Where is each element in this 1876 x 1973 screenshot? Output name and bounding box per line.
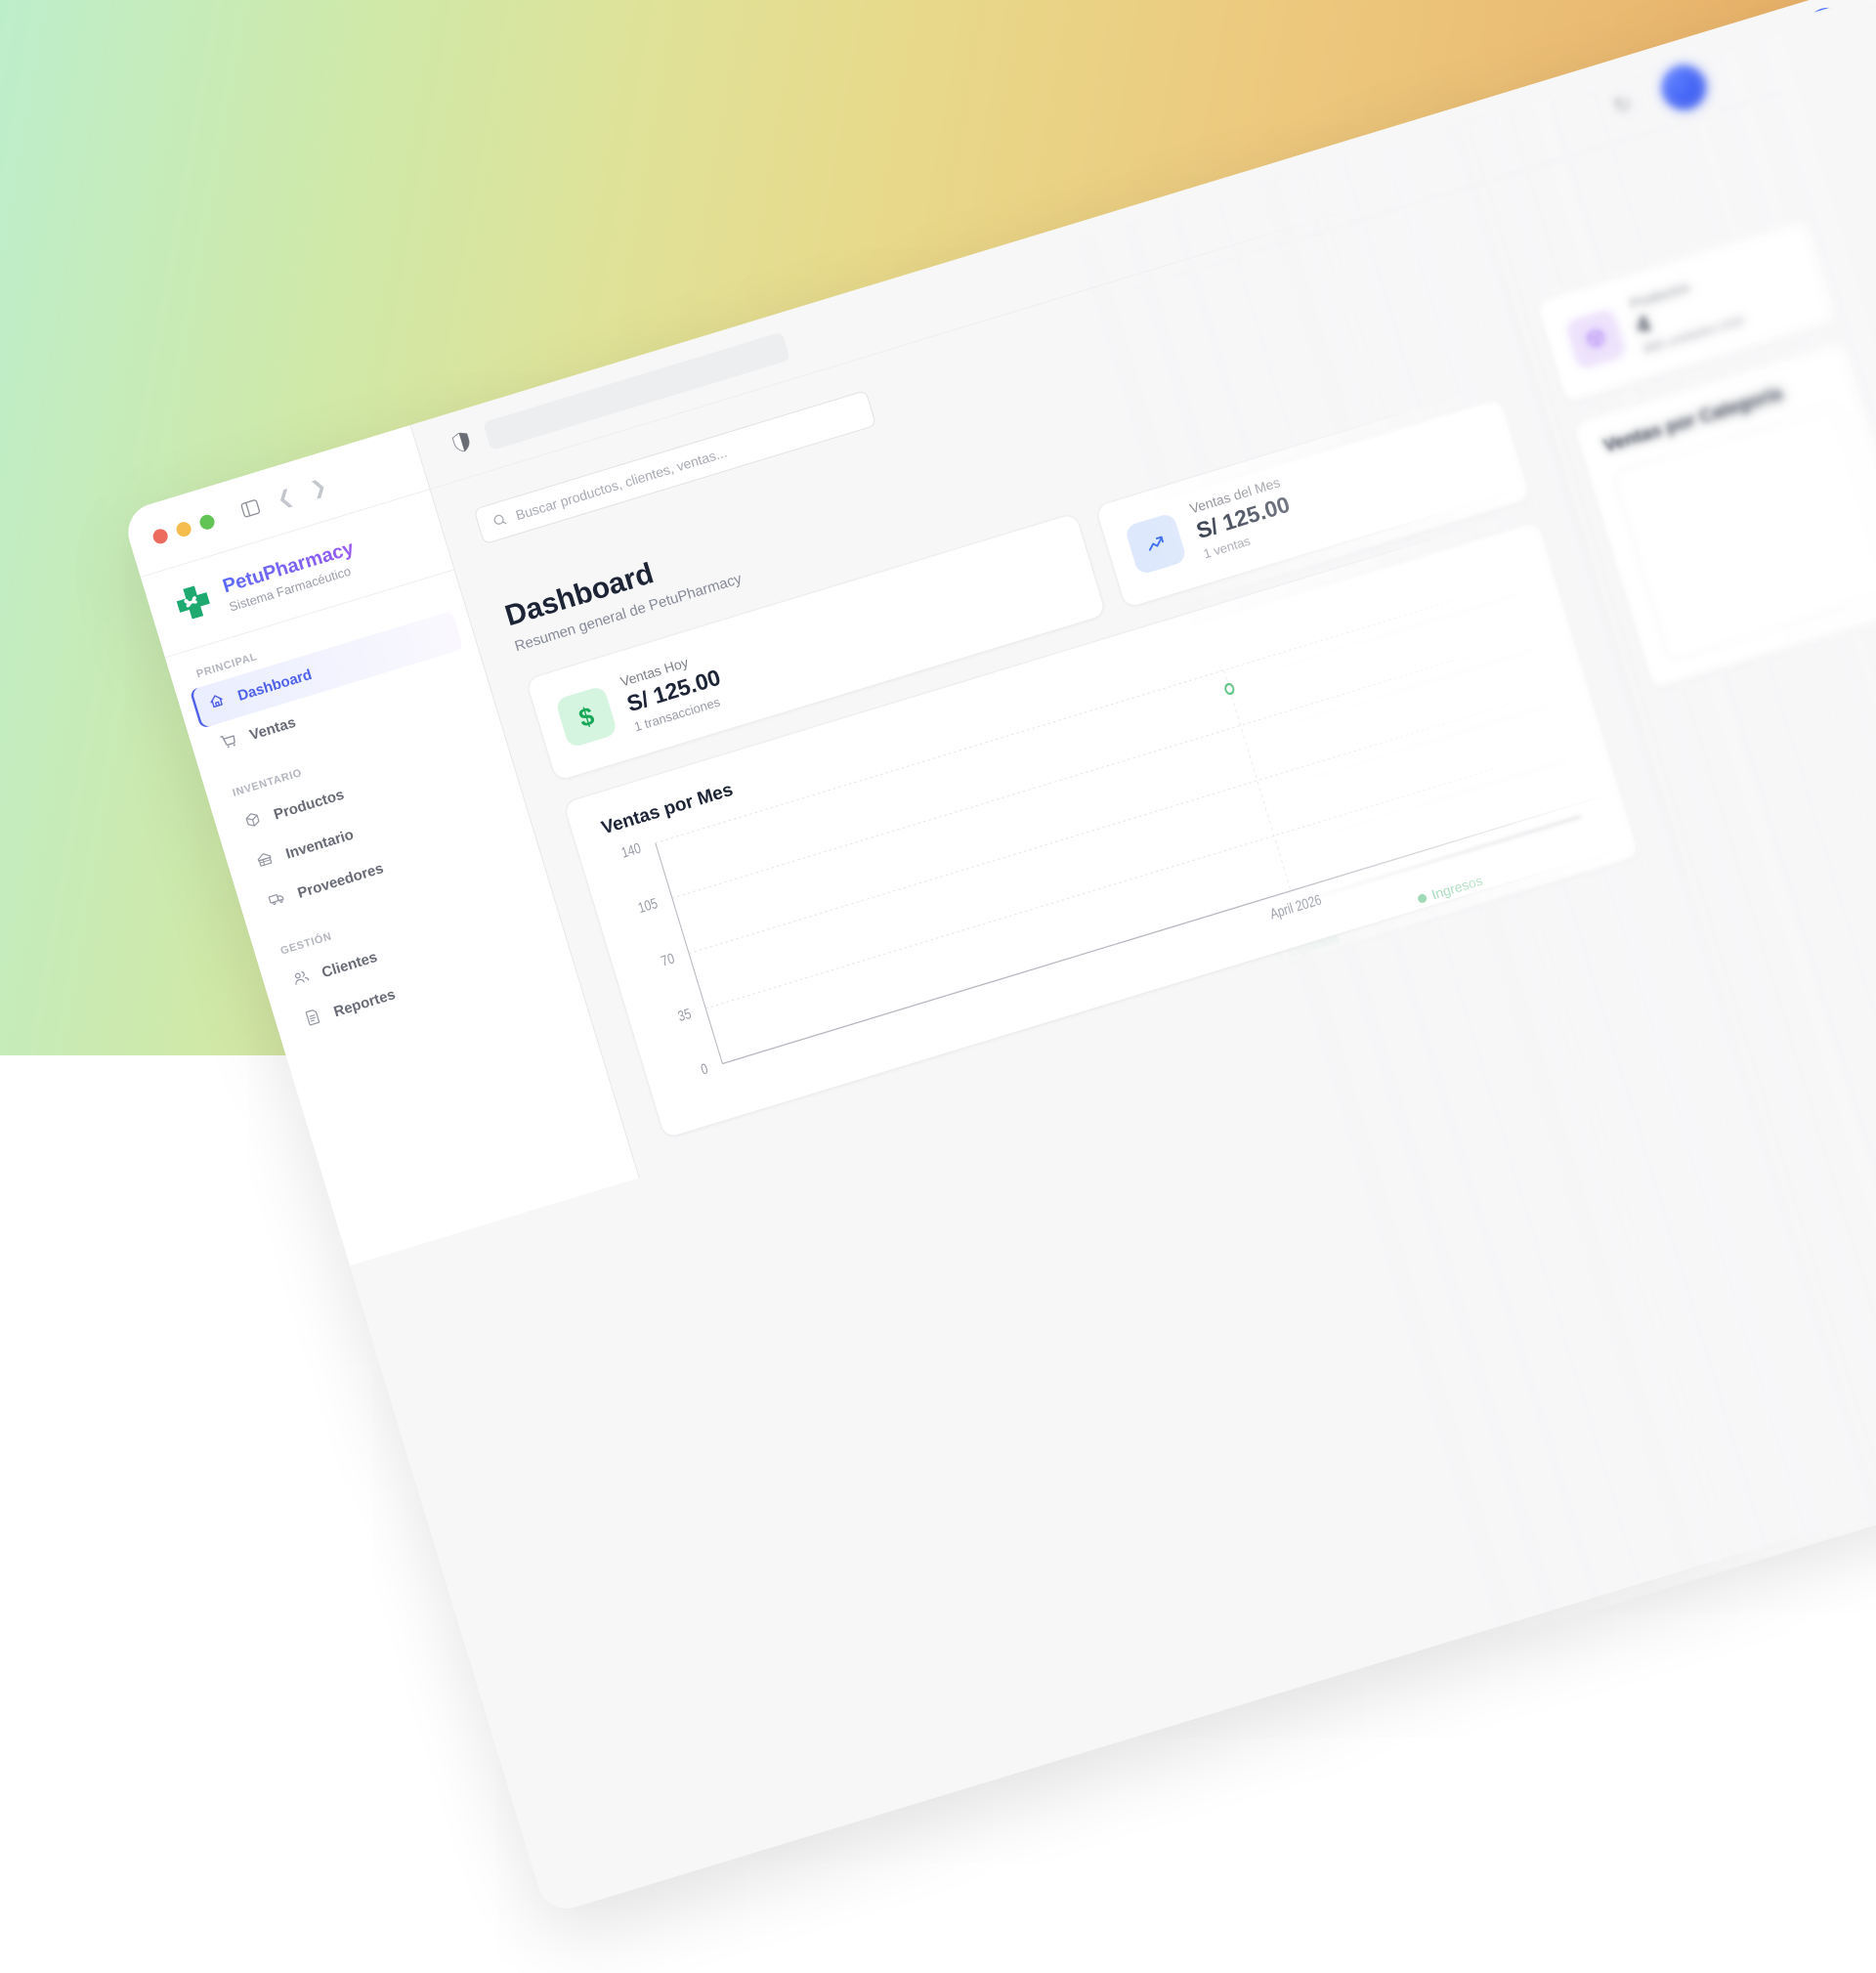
svg-text:140: 140 [476, 897, 499, 919]
svg-text:April 2026: April 2026 [1124, 949, 1179, 980]
svg-text:105: 105 [492, 953, 516, 974]
svg-text:35: 35 [532, 1063, 549, 1083]
svg-text:70: 70 [515, 1008, 533, 1027]
svg-text:0: 0 [555, 1118, 567, 1136]
